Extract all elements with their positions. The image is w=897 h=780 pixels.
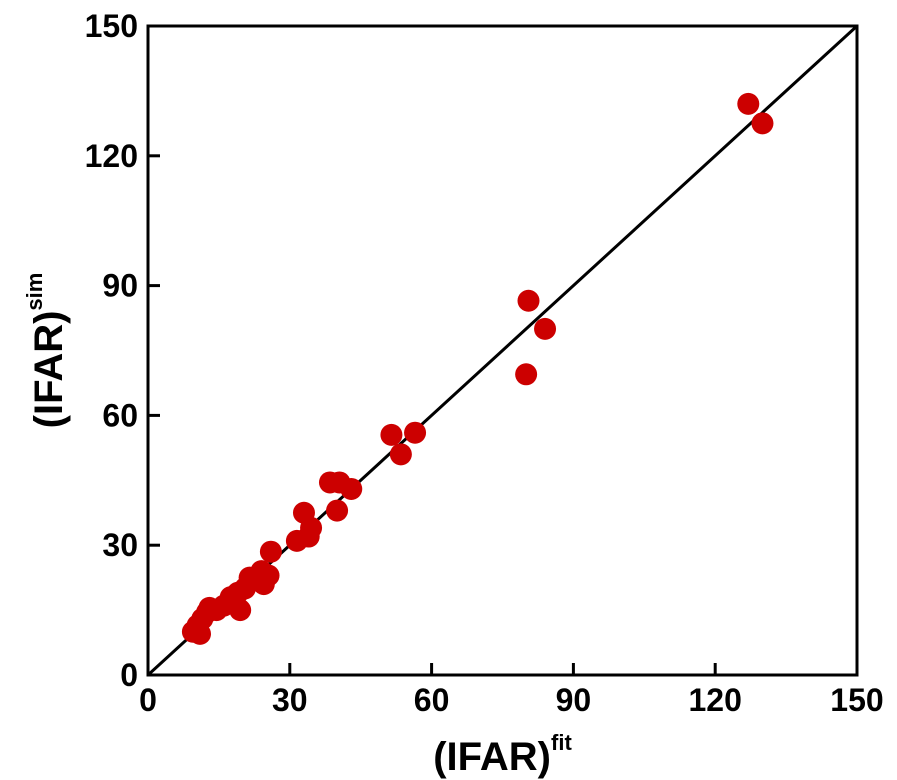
x-tick-label: 30 [272,682,308,718]
y-axis-title-superscript: sim [22,273,47,311]
x-tick-label: 60 [414,682,450,718]
y-tick-label: 90 [102,268,138,304]
x-tick-label: 120 [689,682,742,718]
x-axis-title-superscript: fit [551,730,572,755]
y-axis-title: (IFAR)sim [22,273,71,429]
data-point [515,363,538,386]
data-point [340,477,363,500]
x-tick-label: 150 [830,682,883,718]
y-tick-label: 60 [102,397,138,433]
data-point [300,516,323,539]
plot-frame [146,24,859,677]
y-tick-label: 30 [102,527,138,563]
y-tick-label: 150 [85,8,138,44]
data-point [380,423,403,446]
x-tick-label: 90 [556,682,592,718]
data-point [517,289,540,312]
y-tick-label: 120 [85,138,138,174]
data-point [326,499,349,522]
x-axis-title-main: (IFAR) [433,735,551,779]
data-point [257,564,280,587]
y-tick-label: 0 [120,657,138,693]
plot-area [146,24,859,677]
data-points [181,92,774,645]
x-tick-label: 0 [139,682,157,718]
data-point [259,540,282,563]
data-point [229,599,252,622]
data-point [534,317,557,340]
y-axis-title-main: (IFAR) [27,311,71,429]
x-axis-ticks: 0 30 60 90 120 150 [139,663,884,718]
data-point [751,112,774,135]
data-point [389,443,412,466]
y-axis-ticks: 0 30 60 90 120 150 [85,8,160,693]
data-point [737,92,760,115]
data-point [404,421,427,444]
x-axis-title: (IFAR)fit [433,730,572,779]
